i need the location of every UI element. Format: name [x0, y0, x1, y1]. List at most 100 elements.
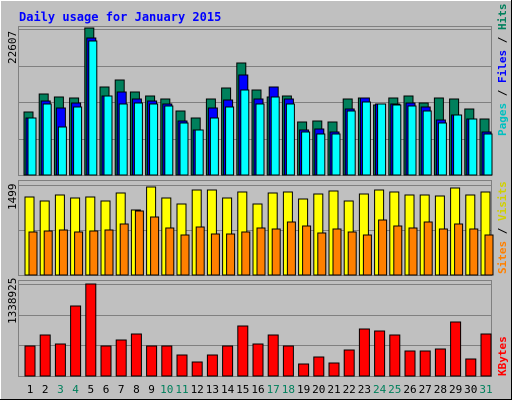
- legend-pages: Pages: [496, 103, 509, 136]
- day-label: 30: [464, 383, 477, 396]
- kbytes-ymax-label: 1338925: [6, 278, 19, 324]
- day-label: 9: [148, 383, 155, 396]
- pages-bar: [179, 122, 189, 176]
- pages-bar: [301, 131, 311, 176]
- kbytes-bar: [54, 343, 66, 377]
- kbytes-bar: [222, 345, 234, 377]
- pages-bar: [103, 95, 113, 176]
- day-label: 25: [388, 383, 401, 396]
- sites-bar: [423, 221, 433, 276]
- chart-title: Daily usage for January 2015: [19, 10, 221, 24]
- pages-bar: [361, 101, 371, 176]
- legend-sites: Sites: [496, 241, 509, 274]
- day-label: 2: [42, 383, 49, 396]
- sites-bar: [58, 229, 68, 276]
- day-label: 19: [297, 383, 310, 396]
- pages-bar: [225, 106, 235, 176]
- kbytes-bar: [100, 345, 112, 377]
- legend-hits: Hits: [496, 4, 509, 31]
- legend-sep-2: /: [496, 30, 509, 50]
- day-label: 28: [434, 383, 447, 396]
- pages-bar: [42, 103, 52, 176]
- pages-bar: [407, 105, 417, 176]
- pages-bar: [118, 103, 128, 176]
- kbytes-bar: [252, 343, 264, 377]
- day-label: 13: [206, 383, 219, 396]
- sites-bar: [438, 228, 448, 276]
- sites-bar: [408, 227, 418, 276]
- sites-bar: [332, 228, 342, 276]
- pages-bar: [468, 118, 478, 176]
- day-label: 3: [57, 383, 64, 396]
- day-label: 16: [251, 383, 264, 396]
- day-label: 27: [419, 383, 432, 396]
- sites-bar: [469, 228, 479, 276]
- visits-bars: [24, 186, 494, 276]
- kbytes-bar: [24, 345, 36, 377]
- day-label: 24: [373, 383, 387, 396]
- day-label: 20: [312, 383, 325, 396]
- sites-bar: [104, 229, 114, 276]
- pages-bar: [88, 40, 98, 176]
- day-label: 11: [175, 383, 188, 396]
- hits-legend: Pages / Files / Hits: [496, 4, 509, 137]
- day-label: 14: [221, 383, 235, 396]
- day-label: 12: [191, 383, 204, 396]
- pages-bar: [240, 89, 250, 176]
- pages-bar: [285, 103, 295, 176]
- kbytes-bar: [176, 354, 188, 377]
- kbytes-bar: [313, 356, 325, 377]
- pages-bar: [209, 117, 219, 176]
- day-label: 1: [27, 383, 34, 396]
- pages-bar: [57, 126, 67, 176]
- day-label: 21: [327, 383, 340, 396]
- sites-bar: [317, 232, 327, 276]
- sites-bar: [286, 221, 296, 276]
- kbytes-bar: [206, 354, 218, 377]
- hits-bars: [23, 27, 493, 176]
- day-label: 23: [358, 383, 371, 396]
- sites-bar: [362, 234, 372, 276]
- kbytes-bar: [85, 283, 97, 377]
- kbytes-legend: KBytes: [496, 336, 509, 376]
- sites-bar: [28, 231, 38, 276]
- kbytes-bar: [146, 345, 158, 377]
- sites-bar: [180, 234, 190, 276]
- pages-bar: [453, 114, 463, 176]
- sites-bar: [393, 225, 403, 276]
- legend-sep-3: /: [496, 221, 509, 241]
- day-label: 26: [403, 383, 416, 396]
- day-label: 7: [118, 383, 125, 396]
- sites-bar: [256, 227, 266, 276]
- kbytes-bar: [480, 333, 492, 377]
- day-label: 15: [236, 383, 249, 396]
- kbytes-bar: [328, 362, 340, 377]
- pages-bar: [73, 106, 83, 176]
- pages-bar: [331, 133, 341, 176]
- kbytes-bar: [434, 348, 446, 377]
- kbytes-bar: [404, 350, 416, 377]
- day-label: 5: [87, 383, 94, 396]
- pages-bar: [437, 122, 447, 176]
- day-label: 4: [72, 383, 79, 396]
- day-label: 8: [133, 383, 140, 396]
- day-label: 18: [282, 383, 295, 396]
- sites-bar: [484, 234, 494, 276]
- sites-bar: [165, 227, 175, 276]
- kbytes-bar: [237, 325, 249, 377]
- sites-bar: [43, 230, 53, 276]
- kbytes-bars: [24, 283, 492, 377]
- pages-bar: [483, 133, 493, 176]
- day-label: 29: [449, 383, 462, 396]
- kbytes-bar: [465, 358, 477, 377]
- sites-bar: [195, 226, 205, 276]
- kbytes-bar: [267, 334, 279, 377]
- kbytes-bar: [374, 330, 386, 377]
- legend-visits: Visits: [496, 181, 509, 221]
- sites-bar: [271, 228, 281, 276]
- day-label: 31: [479, 383, 492, 396]
- sites-bar: [134, 210, 144, 276]
- legend-sep-1: /: [496, 83, 509, 103]
- sites-bar: [74, 231, 84, 276]
